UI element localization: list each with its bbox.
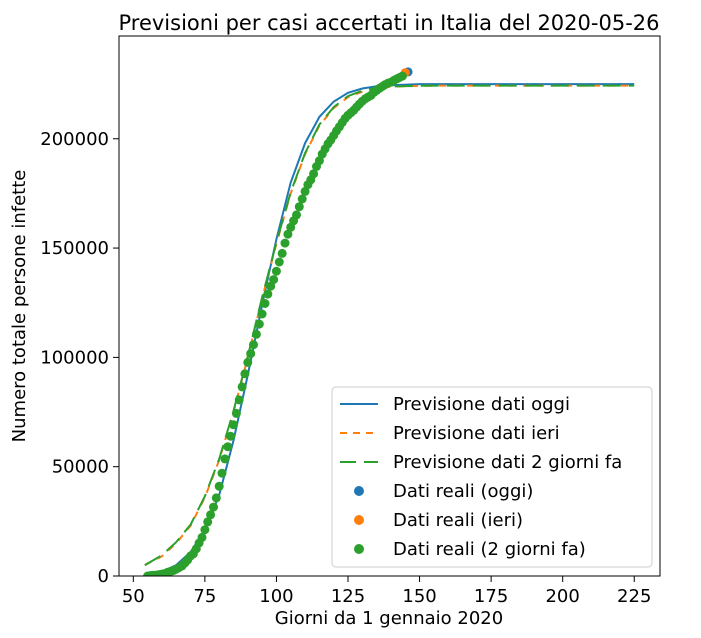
data-points [143, 67, 413, 576]
legend-swatch-marker [354, 515, 364, 525]
chart-title: Previsioni per casi accertati in Italia … [118, 11, 659, 35]
data-point-series2 [274, 257, 284, 267]
y-tick-label: 50000 [52, 457, 109, 478]
data-point-series2 [292, 210, 301, 220]
legend-label: Dati reali (2 giorni fa) [393, 539, 586, 560]
x-tick-label: 125 [331, 586, 365, 607]
data-point-series2 [203, 517, 213, 527]
x-tick-label: 225 [617, 586, 651, 607]
legend-label: Dati reali (ieri) [393, 510, 523, 531]
legend-swatch-marker [354, 544, 364, 554]
data-point-series2 [277, 248, 287, 258]
data-point-series2 [254, 319, 264, 329]
data-point-series2 [206, 510, 216, 520]
data-point-series2 [260, 299, 270, 308]
data-point-series2 [197, 532, 207, 542]
data-point-series2 [251, 329, 261, 339]
data-point-series2 [283, 229, 293, 239]
data-point-series2 [249, 340, 258, 350]
data-point-series2 [217, 468, 227, 478]
legend-label: Previsione dati ieri [393, 423, 560, 444]
data-point-series2 [240, 369, 250, 379]
y-tick-label: 100000 [40, 347, 109, 368]
forecast-line-2 [144, 84, 635, 566]
legend-label: Dati reali (oggi) [393, 481, 533, 502]
data-point-series2 [397, 71, 407, 81]
data-point-series2 [234, 395, 244, 405]
x-tick-label: 175 [474, 586, 508, 607]
plot-area [143, 67, 635, 576]
y-axis: 0 50000 100000 150000 200000 [40, 129, 119, 587]
data-point-series2 [269, 275, 279, 285]
x-tick-label: 200 [545, 586, 579, 607]
x-tick-label: 150 [402, 586, 436, 607]
x-axis: 50 75 100 125 150 175 200 225 [122, 576, 651, 607]
legend: Previsione dati oggi Previsione dati ieri… [331, 386, 653, 568]
data-point-series2 [243, 357, 253, 367]
data-point-series2 [211, 493, 221, 503]
data-point-series2 [246, 349, 256, 359]
plot-frame [118, 35, 661, 577]
data-point-series2 [257, 309, 267, 319]
legend-swatch-marker [354, 486, 364, 496]
y-tick-label: 150000 [40, 238, 109, 259]
data-point-series2 [220, 454, 230, 464]
data-point-series2 [209, 502, 218, 512]
y-axis-label: Numero totale persone infette [9, 170, 30, 443]
data-point-series2 [214, 481, 224, 491]
y-tick-label: 0 [98, 566, 109, 587]
x-tick-label: 100 [259, 586, 293, 607]
data-point-series2 [223, 442, 233, 452]
data-point-series2 [229, 420, 238, 430]
legend-box [331, 386, 653, 568]
x-tick-label: 50 [122, 586, 145, 607]
data-point-series2 [237, 382, 247, 392]
data-point-series2 [297, 194, 307, 204]
data-point-series2 [231, 408, 241, 418]
data-point-series2 [280, 238, 290, 248]
y-tick-label: 200000 [40, 129, 109, 150]
data-point-series2 [294, 202, 304, 212]
legend-label: Previsione dati oggi [393, 394, 570, 415]
x-axis-label: Giorni da 1 gennaio 2020 [275, 608, 503, 629]
data-point-series2 [263, 289, 273, 299]
x-tick-label: 75 [193, 586, 216, 607]
data-point-series2 [200, 525, 210, 535]
legend-label: Previsione dati 2 giorni fa [393, 452, 622, 473]
data-point-series2 [271, 266, 281, 276]
data-point-series2 [309, 169, 319, 179]
data-point-series2 [226, 431, 236, 441]
